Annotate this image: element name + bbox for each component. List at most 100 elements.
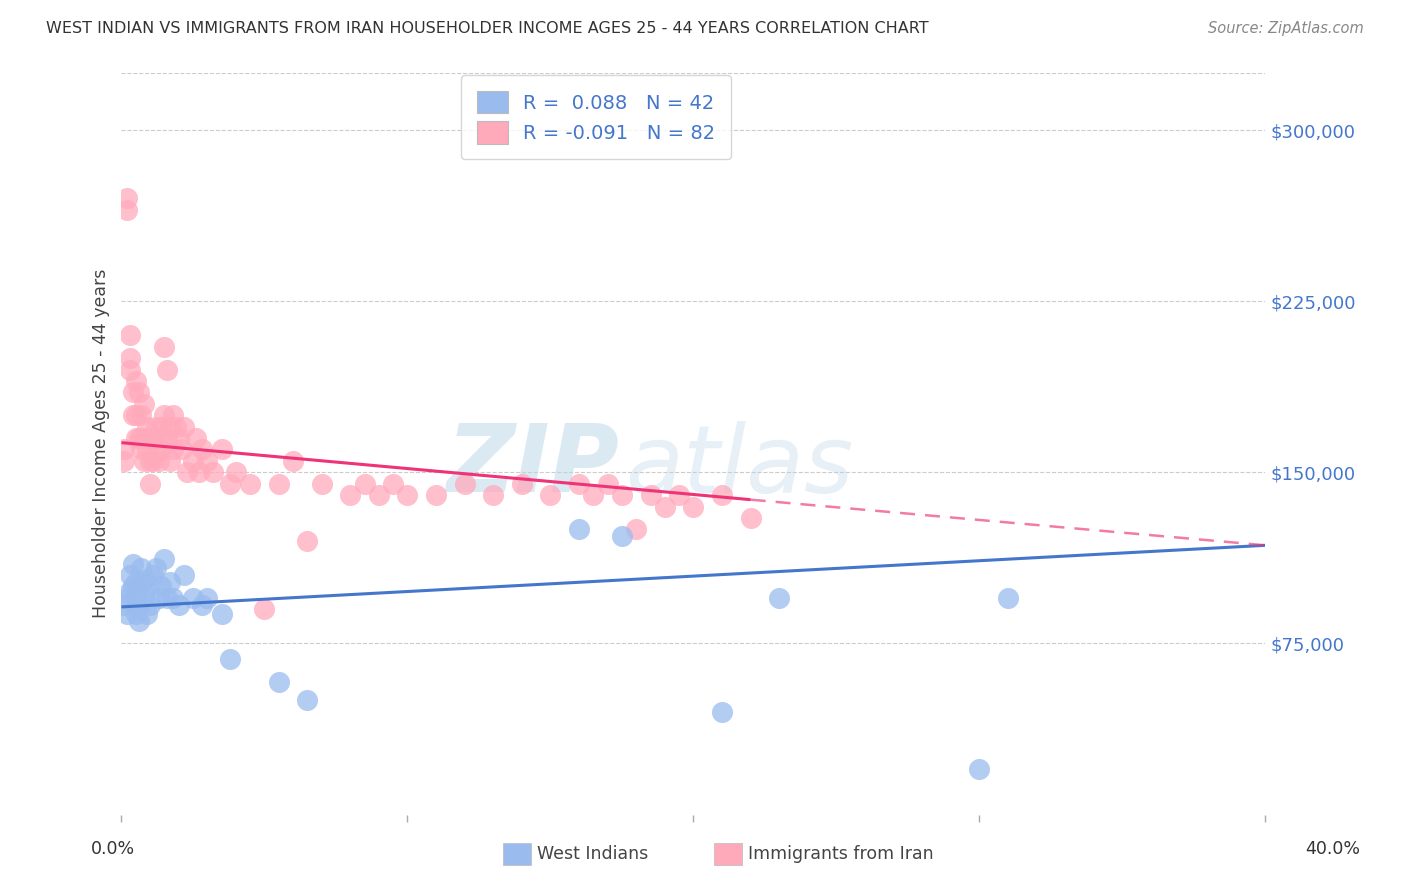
Point bbox=[142, 568, 165, 582]
Point bbox=[150, 442, 173, 457]
Point bbox=[122, 409, 145, 423]
Point bbox=[148, 591, 170, 605]
Point bbox=[142, 454, 165, 468]
Point bbox=[118, 362, 141, 376]
Point bbox=[640, 488, 662, 502]
Point bbox=[997, 591, 1019, 605]
Point bbox=[167, 431, 190, 445]
Point bbox=[190, 442, 212, 457]
Point bbox=[115, 192, 138, 206]
Point bbox=[122, 385, 145, 400]
Point bbox=[139, 476, 162, 491]
Point bbox=[139, 579, 162, 593]
Point bbox=[125, 607, 148, 621]
Point bbox=[112, 442, 135, 457]
Point bbox=[136, 442, 159, 457]
Point bbox=[382, 476, 405, 491]
Point bbox=[128, 614, 150, 628]
Point bbox=[148, 454, 170, 468]
Point bbox=[156, 591, 179, 605]
Point bbox=[131, 431, 153, 445]
Point bbox=[610, 529, 633, 543]
Point bbox=[145, 442, 167, 457]
Point bbox=[181, 454, 204, 468]
Point bbox=[134, 454, 156, 468]
Point bbox=[211, 442, 233, 457]
Point bbox=[134, 431, 156, 445]
Point bbox=[139, 454, 162, 468]
Point bbox=[125, 374, 148, 388]
Point bbox=[195, 454, 218, 468]
Point bbox=[134, 573, 156, 587]
Point bbox=[568, 476, 591, 491]
Point bbox=[173, 568, 195, 582]
Point bbox=[176, 465, 198, 479]
Text: 0.0%: 0.0% bbox=[90, 839, 135, 857]
Point bbox=[339, 488, 361, 502]
Point bbox=[118, 568, 141, 582]
Point bbox=[134, 397, 156, 411]
Point bbox=[145, 561, 167, 575]
Point bbox=[150, 579, 173, 593]
Point bbox=[115, 591, 138, 605]
Point bbox=[118, 583, 141, 598]
Point bbox=[297, 693, 319, 707]
Point bbox=[153, 340, 176, 354]
Y-axis label: Householder Income Ages 25 - 44 years: Householder Income Ages 25 - 44 years bbox=[93, 269, 110, 618]
Point bbox=[668, 488, 690, 502]
Point bbox=[115, 607, 138, 621]
Point bbox=[969, 762, 991, 776]
Point bbox=[159, 454, 181, 468]
Point bbox=[125, 431, 148, 445]
Point bbox=[118, 351, 141, 366]
Point bbox=[125, 409, 148, 423]
Point bbox=[131, 409, 153, 423]
Point bbox=[159, 419, 181, 434]
Text: Immigrants from Iran: Immigrants from Iran bbox=[748, 845, 934, 863]
Point bbox=[136, 419, 159, 434]
Point bbox=[297, 533, 319, 548]
Point bbox=[225, 465, 247, 479]
Point bbox=[122, 557, 145, 571]
Point bbox=[118, 328, 141, 343]
Point bbox=[125, 591, 148, 605]
Point bbox=[153, 552, 176, 566]
Text: West Indians: West Indians bbox=[537, 845, 648, 863]
Point bbox=[711, 705, 734, 719]
Point bbox=[125, 574, 148, 589]
Point bbox=[139, 431, 162, 445]
Point bbox=[510, 476, 533, 491]
Point bbox=[112, 454, 135, 468]
Point bbox=[162, 591, 184, 605]
Text: WEST INDIAN VS IMMIGRANTS FROM IRAN HOUSEHOLDER INCOME AGES 25 - 44 YEARS CORREL: WEST INDIAN VS IMMIGRANTS FROM IRAN HOUS… bbox=[46, 21, 929, 36]
Legend: R =  0.088   N = 42, R = -0.091   N = 82: R = 0.088 N = 42, R = -0.091 N = 82 bbox=[461, 75, 731, 159]
Point bbox=[170, 442, 193, 457]
Point bbox=[142, 431, 165, 445]
Point bbox=[425, 488, 447, 502]
Point bbox=[131, 442, 153, 457]
Point bbox=[156, 431, 179, 445]
Point bbox=[115, 202, 138, 217]
Text: atlas: atlas bbox=[624, 420, 853, 511]
Point bbox=[568, 522, 591, 536]
Point bbox=[610, 488, 633, 502]
Point bbox=[136, 607, 159, 621]
Point bbox=[239, 476, 262, 491]
Point bbox=[201, 465, 224, 479]
Point bbox=[173, 419, 195, 434]
Point bbox=[219, 652, 242, 666]
Point bbox=[184, 431, 207, 445]
Point bbox=[768, 591, 790, 605]
Point bbox=[150, 419, 173, 434]
Text: ZIP: ZIP bbox=[446, 420, 619, 512]
Point bbox=[195, 591, 218, 605]
Point bbox=[122, 579, 145, 593]
Point bbox=[148, 431, 170, 445]
Point bbox=[128, 385, 150, 400]
Point bbox=[453, 476, 475, 491]
Point bbox=[626, 522, 648, 536]
Point bbox=[540, 488, 562, 502]
Point bbox=[153, 409, 176, 423]
Point bbox=[219, 476, 242, 491]
Point bbox=[145, 419, 167, 434]
